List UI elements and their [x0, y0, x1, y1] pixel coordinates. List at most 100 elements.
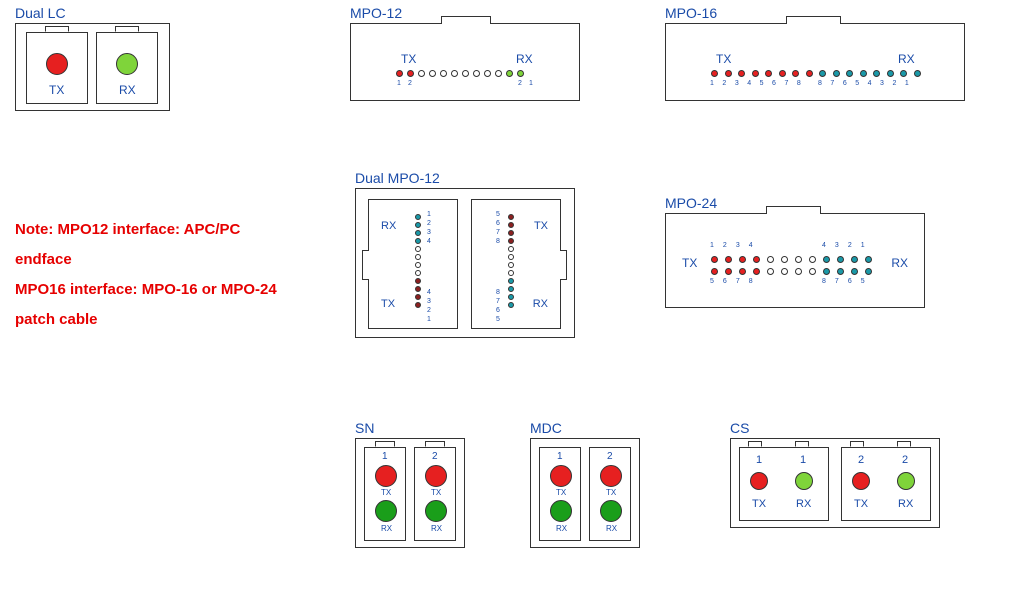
mpo16-pins	[711, 70, 921, 77]
pin-dot	[508, 238, 514, 244]
pin-num: 4	[749, 242, 753, 249]
pin-num: 7	[736, 278, 740, 285]
pin-num: 8	[818, 80, 822, 87]
mpo16-connector: TX RX 12345678 87654321	[665, 23, 965, 101]
rx-dot	[375, 500, 397, 522]
dual-mpo12-title: Dual MPO-12	[355, 170, 575, 186]
note-line: endface	[15, 245, 315, 275]
mpo-key-icon	[766, 206, 821, 214]
pin-num: 5	[496, 210, 500, 219]
rx-label: RX	[891, 256, 908, 270]
pin-dot	[711, 256, 718, 263]
pin-dot	[819, 70, 826, 77]
rx-dot	[897, 472, 915, 490]
mpo-key-icon	[441, 16, 491, 24]
pin-num: 2	[427, 219, 431, 228]
pin-dot	[508, 246, 514, 252]
nums: 4321	[427, 288, 431, 324]
mpo-key-icon	[362, 250, 369, 280]
pin-dot	[914, 70, 921, 77]
pin-dot	[833, 70, 840, 77]
tx-label: TX	[381, 298, 395, 310]
pin-dot	[415, 230, 421, 236]
pin-dot	[795, 268, 802, 275]
pin-dot	[837, 256, 844, 263]
pin-dot	[873, 70, 880, 77]
pin-dot	[451, 70, 458, 77]
mdc-port-2: 2 TX RX	[589, 447, 631, 541]
pin-dot	[765, 70, 772, 77]
port-num: 2	[607, 451, 613, 462]
rx-dot	[600, 500, 622, 522]
pin-dot	[809, 256, 816, 263]
tx-dot	[46, 53, 68, 75]
tx-label: TX	[556, 488, 566, 497]
pin-dot	[508, 278, 514, 284]
mdc-port-1: 1 TX RX	[539, 447, 581, 541]
mpo16-block: MPO-16 TX RX 12345678 87654321	[665, 5, 965, 101]
cs-port-1: 1 1 TX RX	[739, 447, 829, 521]
notch-icon	[748, 441, 762, 447]
pin-dot	[508, 262, 514, 268]
notch-icon	[795, 441, 809, 447]
sn-block: SN 1 TX RX 2 TX RX	[355, 420, 465, 548]
sn-connector: 1 TX RX 2 TX RX	[355, 438, 465, 548]
pin-dot	[415, 262, 421, 268]
nums: 1234	[710, 242, 753, 249]
notch-icon	[375, 441, 395, 447]
pin-dot	[415, 246, 421, 252]
pin-dot	[781, 256, 788, 263]
pin-num: 8	[496, 288, 500, 297]
pin-num: 3	[880, 80, 884, 87]
pin-num: 7	[784, 80, 788, 87]
nums: 4321	[822, 242, 865, 249]
rx-label: RX	[381, 524, 392, 533]
rx-dot	[795, 472, 813, 490]
pin-dot	[429, 70, 436, 77]
pin-num: 5	[760, 80, 764, 87]
mpo24-connector: TX RX 1234 4321 5678 8765	[665, 213, 925, 308]
dual-mpo12-right: TX RX 5678 8765	[471, 199, 561, 329]
rx-label: RX	[431, 524, 442, 533]
pin-dot	[418, 70, 425, 77]
mpo16-nums-left: 12345678	[710, 80, 801, 87]
mpo24-row2	[711, 268, 872, 275]
tx-dot	[852, 472, 870, 490]
pin-num: 5	[710, 278, 714, 285]
pin-num: 6	[496, 219, 500, 228]
pin-num: 2	[408, 80, 412, 87]
port-num: 1	[557, 451, 563, 462]
dual-mpo12-block: Dual MPO-12 RX TX 1234 4321 TX RX 5678 8…	[355, 170, 575, 338]
rx-dot	[550, 500, 572, 522]
pin-num: 3	[427, 297, 431, 306]
rx-label: RX	[898, 498, 913, 510]
nums: 8765	[496, 288, 500, 324]
tx-label: TX	[854, 498, 868, 510]
pin-dot	[396, 70, 403, 77]
mpo-key-icon	[786, 16, 841, 24]
dual-mpo12-left: RX TX 1234 4321	[368, 199, 458, 329]
nums: 8765	[822, 278, 865, 285]
port-num: 2	[858, 454, 864, 466]
pin-num: 7	[496, 228, 500, 237]
pin-dot	[508, 302, 514, 308]
cs-title: CS	[730, 420, 940, 436]
pin-num: 6	[723, 278, 727, 285]
pin-dot	[725, 256, 732, 263]
pin-dot	[753, 256, 760, 263]
lc-notch-icon	[115, 26, 139, 32]
dual-mpo12-connector: RX TX 1234 4321 TX RX 5678 8765	[355, 188, 575, 338]
nums: 5678	[710, 278, 753, 285]
dual-lc-port-tx: TX	[26, 32, 88, 104]
pin-dot	[887, 70, 894, 77]
pin-dot	[865, 268, 872, 275]
pin-dot	[415, 270, 421, 276]
rx-label: RX	[606, 524, 617, 533]
tx-dot	[750, 472, 768, 490]
pin-num: 3	[735, 80, 739, 87]
pin-dot	[508, 270, 514, 276]
pin-num: 4	[427, 288, 431, 297]
pin-num: 1	[427, 210, 431, 219]
pin-dot	[415, 302, 421, 308]
dual-mpo12-right-pins	[508, 212, 514, 310]
